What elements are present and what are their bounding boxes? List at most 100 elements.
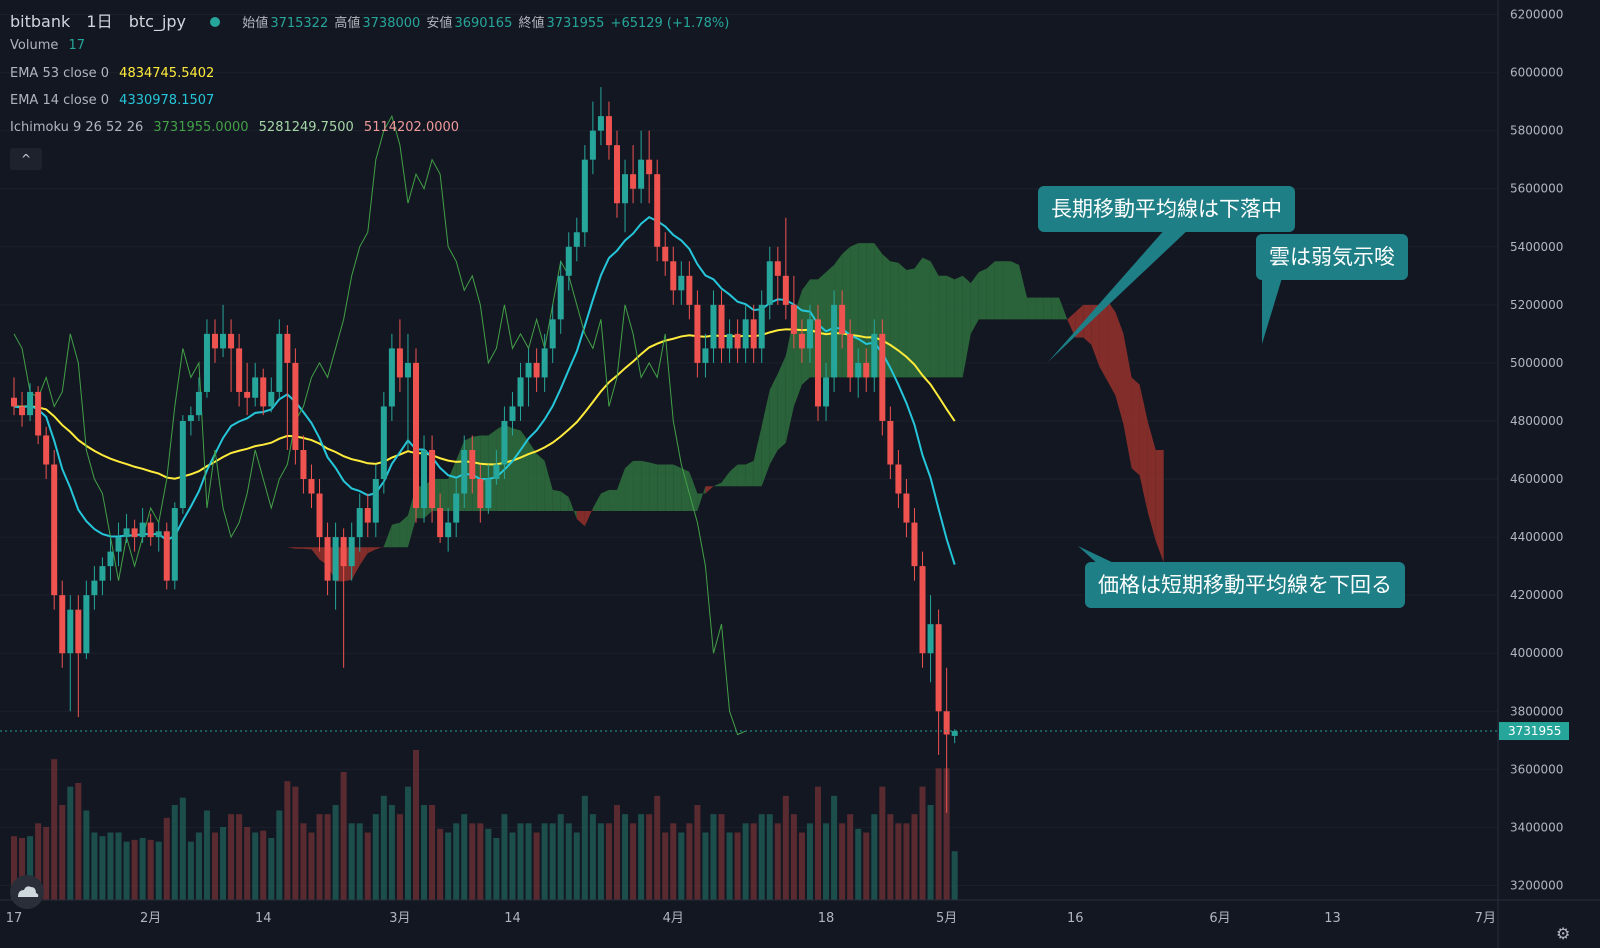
candle-body [726, 333, 733, 349]
candle-body [372, 479, 379, 523]
volume-bar [268, 838, 275, 900]
candle-body [396, 348, 403, 378]
candle-body [244, 391, 251, 398]
grid [0, 14, 1498, 886]
annotation-long-ma[interactable]: 長期移動平均線は下落中 [1038, 186, 1295, 232]
volume-bar [340, 772, 347, 900]
y-tick-label: 3600000 [1510, 762, 1563, 776]
volume-bar [670, 823, 677, 900]
interval-label[interactable]: 1日 [86, 12, 113, 31]
cloud-segment [576, 510, 585, 527]
last-price-label: 3731955 [1508, 724, 1561, 738]
volume-bar [171, 805, 178, 900]
volume-bar [404, 786, 411, 900]
volume-bar [147, 839, 154, 900]
x-tick-label: 14 [504, 911, 521, 926]
candle-body [437, 508, 444, 538]
candle-body [630, 174, 637, 189]
volume-bar [710, 814, 717, 900]
volume-bar [83, 810, 90, 900]
annotation-cloud[interactable]: 雲は弱気示唆 [1256, 234, 1408, 280]
y-tick-label: 4200000 [1510, 588, 1563, 602]
volume-bar [589, 814, 596, 900]
candle-body [815, 319, 821, 407]
cloud-segment [705, 486, 714, 494]
high-value: 3738000 [362, 16, 421, 31]
candle-body [718, 304, 725, 349]
cloud-segment [255, 428, 264, 494]
cloud-segment [311, 547, 320, 560]
candle-body [662, 246, 669, 262]
legend-ema53-row[interactable]: EMA 53 close 0 4834745.5402 [10, 66, 214, 81]
annotation-price[interactable]: 価格は短期移動平均線を下回る [1085, 562, 1405, 608]
volume-bar [195, 832, 202, 900]
candle-body [308, 479, 315, 494]
cloud-segment [399, 515, 408, 548]
candle-body [622, 174, 629, 204]
candle-body [501, 420, 508, 465]
cloud-segment [1027, 297, 1036, 320]
candle-body [863, 362, 870, 378]
x-tick-label: 7月 [1475, 911, 1496, 926]
gear-icon[interactable]: ⚙ [1556, 924, 1571, 943]
cloud-segment [761, 389, 770, 487]
candle-body [171, 508, 178, 581]
ichimoku-value-3: 5114202.0000 [363, 120, 460, 135]
ichimoku-label: Ichimoku 9 26 52 26 [10, 120, 144, 135]
volume-bar [388, 805, 395, 900]
cloud-segment [978, 268, 987, 320]
candle-body [847, 333, 854, 378]
cloud-segment [858, 243, 867, 378]
tradingview-logo-icon[interactable] [10, 875, 44, 909]
volume-bar [766, 814, 773, 900]
volume-bar [847, 814, 854, 900]
volume-bar [702, 832, 709, 900]
candle-body [871, 333, 878, 378]
exchange-label[interactable]: bitbank [10, 12, 71, 31]
ichimoku-cloud [223, 243, 1164, 582]
volume-bar [107, 832, 114, 900]
cloud-segment [954, 275, 963, 378]
legend-ichimoku-row[interactable]: Ichimoku 9 26 52 26 3731955.0000 5281249… [10, 120, 459, 135]
volume-bar [646, 814, 653, 900]
volume-bar [212, 832, 218, 900]
cloud-segment [713, 482, 722, 487]
volume-bar [879, 786, 886, 900]
candle-body [758, 304, 765, 349]
y-tick-label: 3200000 [1510, 878, 1563, 892]
volume-bar [573, 832, 580, 900]
volume-bar [871, 814, 878, 900]
candle-body [236, 348, 243, 392]
candle-body [766, 261, 773, 305]
volume-bar [220, 827, 227, 900]
cloud-segment [1147, 420, 1156, 541]
volume-bar [372, 814, 379, 900]
y-tick-label: 6200000 [1510, 8, 1563, 22]
low-value: 3690165 [454, 16, 513, 31]
volume-bar [461, 814, 468, 900]
collapse-legend-button[interactable]: ^ [10, 148, 42, 170]
volume-bar [815, 786, 821, 900]
legend-volume-row[interactable]: Volume 17 [10, 38, 85, 53]
candle-body [316, 493, 323, 538]
candle-body [195, 391, 202, 416]
candle-body [702, 348, 709, 363]
volume-bar [469, 823, 476, 900]
cloud-segment [1091, 304, 1100, 367]
y-tick-label: 6000000 [1510, 66, 1563, 80]
cloud-segment [359, 547, 368, 566]
candle-body [581, 159, 588, 233]
cloud-segment [239, 402, 248, 411]
candle-body [35, 391, 42, 436]
volume-bar [565, 823, 572, 900]
cloud-segment [536, 453, 545, 511]
legend-ema14-row[interactable]: EMA 14 close 0 4330978.1507 [10, 93, 214, 108]
cloud-segment [737, 464, 746, 487]
candle-body [91, 580, 98, 596]
candle-body [782, 275, 789, 305]
volume-bar [284, 781, 291, 900]
volume-bar [292, 786, 299, 900]
symbol-label[interactable]: btc_jpy [128, 12, 187, 31]
